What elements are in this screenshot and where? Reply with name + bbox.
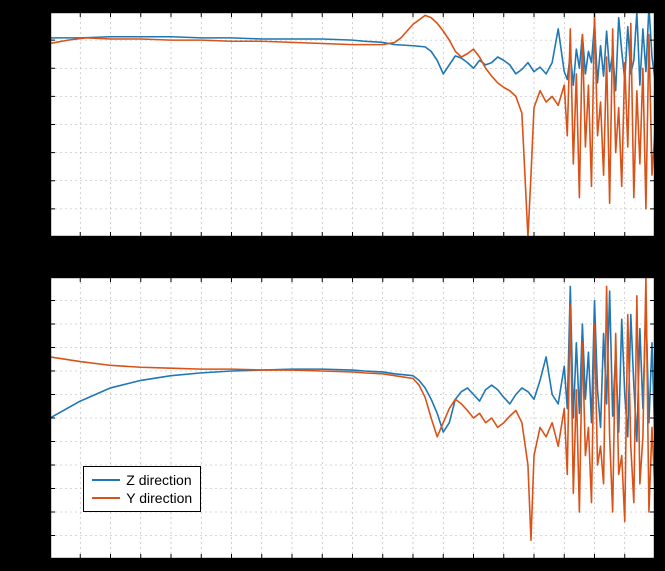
legend-swatch-y bbox=[92, 497, 120, 499]
legend-item-z: Z direction bbox=[92, 471, 192, 489]
legend-label-y: Y direction bbox=[126, 489, 192, 507]
legend: Z directionY direction bbox=[83, 466, 201, 512]
legend-label-z: Z direction bbox=[126, 471, 191, 489]
bottom-panel: Z directionY direction bbox=[50, 277, 655, 559]
legend-swatch-z bbox=[92, 479, 120, 481]
legend-item-y: Y direction bbox=[92, 489, 192, 507]
top-panel bbox=[50, 12, 655, 237]
